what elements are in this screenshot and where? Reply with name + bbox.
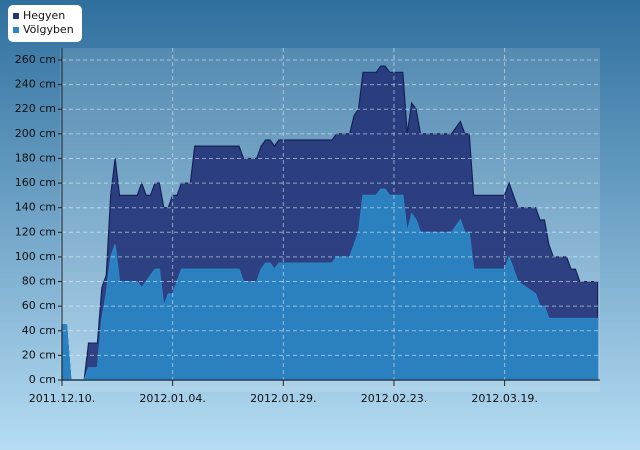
y-tick-label: 200 cm bbox=[15, 127, 56, 140]
y-tick-label: 180 cm bbox=[15, 151, 56, 164]
y-tick-label: 260 cm bbox=[15, 53, 56, 66]
x-tick-label: 2012.02.23. bbox=[361, 392, 427, 405]
legend-label: Völgyben bbox=[23, 23, 74, 36]
y-tick-label: 0 cm bbox=[29, 373, 56, 386]
legend-swatch bbox=[13, 13, 19, 19]
y-tick-label: 100 cm bbox=[15, 250, 56, 263]
x-tick-label: 2012.01.29. bbox=[250, 392, 316, 405]
y-tick-label: 60 cm bbox=[22, 299, 56, 312]
y-tick-label: 160 cm bbox=[15, 176, 56, 189]
y-tick-label: 240 cm bbox=[15, 78, 56, 91]
legend-swatch bbox=[13, 27, 19, 33]
x-tick-label: 2012.01.04. bbox=[139, 392, 205, 405]
legend-label: Hegyen bbox=[23, 9, 65, 22]
y-tick-label: 140 cm bbox=[15, 201, 56, 214]
x-tick-label: 2012.03.19. bbox=[471, 392, 537, 405]
y-tick-label: 120 cm bbox=[15, 225, 56, 238]
y-tick-label: 40 cm bbox=[22, 324, 56, 337]
y-tick-label: 20 cm bbox=[22, 348, 56, 361]
area bbox=[61, 188, 599, 381]
y-tick-label: 220 cm bbox=[15, 102, 56, 115]
y-tick-label: 80 cm bbox=[22, 275, 56, 288]
x-tick-label: 2011.12.10. bbox=[29, 392, 95, 405]
legend-box bbox=[8, 5, 82, 42]
